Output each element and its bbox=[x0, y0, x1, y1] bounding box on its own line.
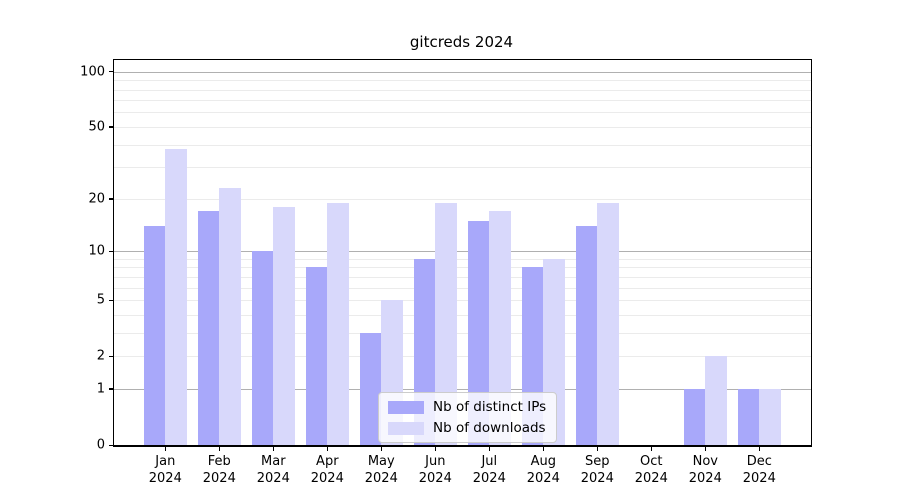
legend-swatch-downloads bbox=[388, 421, 424, 435]
bar-distinct-ips-dec bbox=[737, 388, 760, 445]
y-tick-mark-5 bbox=[109, 299, 113, 301]
x-tick-label-sep: Sep 2024 bbox=[580, 454, 614, 486]
legend-entry-downloads: Nb of downloads bbox=[388, 420, 546, 436]
bar-downloads-jun bbox=[435, 202, 457, 445]
y-tick-label-100: 100 bbox=[80, 64, 105, 80]
x-tick-mark-jan bbox=[164, 447, 166, 451]
y-tick-label-0: 0 bbox=[96, 437, 105, 453]
bar-distinct-ips-may bbox=[359, 332, 382, 445]
y-tick-mark-20 bbox=[109, 198, 113, 200]
gridline-minor-60 bbox=[114, 112, 811, 114]
x-tick-mark-dec bbox=[758, 447, 760, 451]
x-tick-mark-sep bbox=[596, 447, 598, 451]
gridline-minor-2 bbox=[114, 356, 811, 358]
y-tick-label-2: 2 bbox=[96, 348, 105, 364]
y-tick-mark-1 bbox=[109, 388, 113, 390]
x-tick-label-nov: Nov 2024 bbox=[688, 454, 722, 486]
bar-distinct-ips-jul bbox=[467, 220, 490, 445]
y-tick-mark-0 bbox=[109, 444, 113, 446]
gridline-minor-40 bbox=[114, 144, 811, 146]
gridline-minor-4 bbox=[114, 314, 811, 316]
bar-distinct-ips-jan bbox=[143, 225, 166, 445]
x-tick-mark-jun bbox=[434, 447, 436, 451]
bar-downloads-jan bbox=[165, 148, 187, 445]
bar-distinct-ips-mar bbox=[251, 251, 274, 445]
bar-downloads-sep bbox=[597, 202, 619, 445]
legend: Nb of distinct IPs Nb of downloads bbox=[378, 392, 558, 443]
y-tick-mark-10 bbox=[109, 250, 113, 252]
gridline-minor-80 bbox=[114, 89, 811, 91]
y-tick-label-50: 50 bbox=[88, 119, 105, 135]
x-tick-mark-may bbox=[380, 447, 382, 451]
x-tick-mark-mar bbox=[272, 447, 274, 451]
gridline-minor-20 bbox=[114, 198, 811, 200]
x-tick-label-oct: Oct 2024 bbox=[634, 454, 668, 486]
y-tick-label-20: 20 bbox=[88, 191, 105, 207]
x-tick-mark-nov bbox=[704, 447, 706, 451]
bar-downloads-nov bbox=[705, 356, 727, 445]
x-tick-mark-aug bbox=[542, 447, 544, 451]
gridline-minor-30 bbox=[114, 167, 811, 169]
gridline-minor-9 bbox=[114, 258, 811, 260]
y-tick-mark-2 bbox=[109, 355, 113, 357]
bar-distinct-ips-nov bbox=[683, 388, 706, 445]
chart-title: gitcreds 2024 bbox=[409, 33, 514, 51]
x-tick-label-aug: Aug 2024 bbox=[526, 454, 560, 486]
x-tick-label-mar: Mar 2024 bbox=[256, 454, 290, 486]
bar-downloads-jul bbox=[489, 211, 511, 445]
x-tick-label-feb: Feb 2024 bbox=[202, 454, 236, 486]
y-tick-label-5: 5 bbox=[96, 292, 105, 308]
gridline-minor-70 bbox=[114, 100, 811, 102]
gridline-minor-50 bbox=[114, 126, 811, 128]
y-tick-mark-100 bbox=[109, 71, 113, 73]
x-tick-label-may: May 2024 bbox=[364, 454, 398, 486]
gridline-minor-7 bbox=[114, 276, 811, 278]
bar-distinct-ips-apr bbox=[305, 267, 328, 445]
plot-area: 0 1 2 5 10 20 50 100 Jan 2024 Feb 2024 Mar 2024 Apr… bbox=[80, 59, 812, 486]
bar-downloads-apr bbox=[327, 202, 349, 445]
x-tick-mark-jul bbox=[488, 447, 490, 451]
x-tick-label-jul: Jul 2024 bbox=[472, 454, 506, 486]
bar-downloads-mar bbox=[273, 206, 295, 445]
x-tick-mark-feb bbox=[218, 447, 220, 451]
bar-downloads-dec bbox=[759, 388, 781, 445]
gridline-major-10 bbox=[114, 251, 811, 252]
x-tick-label-apr: Apr 2024 bbox=[310, 454, 344, 486]
gridline-major-100 bbox=[114, 71, 811, 73]
x-tick-mark-oct bbox=[650, 447, 652, 451]
bar-distinct-ips-feb bbox=[197, 211, 220, 445]
gridline-minor-8 bbox=[114, 267, 811, 269]
bar-downloads-feb bbox=[219, 187, 241, 445]
y-tick-label-1: 1 bbox=[96, 381, 105, 397]
gridline-minor-5 bbox=[114, 300, 811, 301]
y-tick-label-10: 10 bbox=[88, 243, 105, 259]
gridline-major-1 bbox=[114, 388, 811, 390]
y-tick-mark-50 bbox=[109, 126, 113, 128]
x-tick-label-jun: Jun 2024 bbox=[418, 454, 452, 486]
x-tick-mark-apr bbox=[326, 447, 328, 451]
gridline-minor-3 bbox=[114, 332, 811, 334]
gridline-minor-90 bbox=[114, 80, 811, 82]
legend-label-distinct-ips: Nb of distinct IPs bbox=[433, 399, 547, 415]
gridline-minor-6 bbox=[114, 287, 811, 289]
legend-swatch-distinct-ips bbox=[388, 400, 424, 414]
legend-entry-distinct-ips: Nb of distinct IPs bbox=[388, 399, 546, 415]
legend-label-downloads: Nb of downloads bbox=[433, 420, 546, 436]
x-tick-label-dec: Dec 2024 bbox=[742, 454, 776, 486]
bar-distinct-ips-sep bbox=[575, 225, 598, 445]
x-tick-label-jan: Jan 2024 bbox=[148, 454, 182, 486]
